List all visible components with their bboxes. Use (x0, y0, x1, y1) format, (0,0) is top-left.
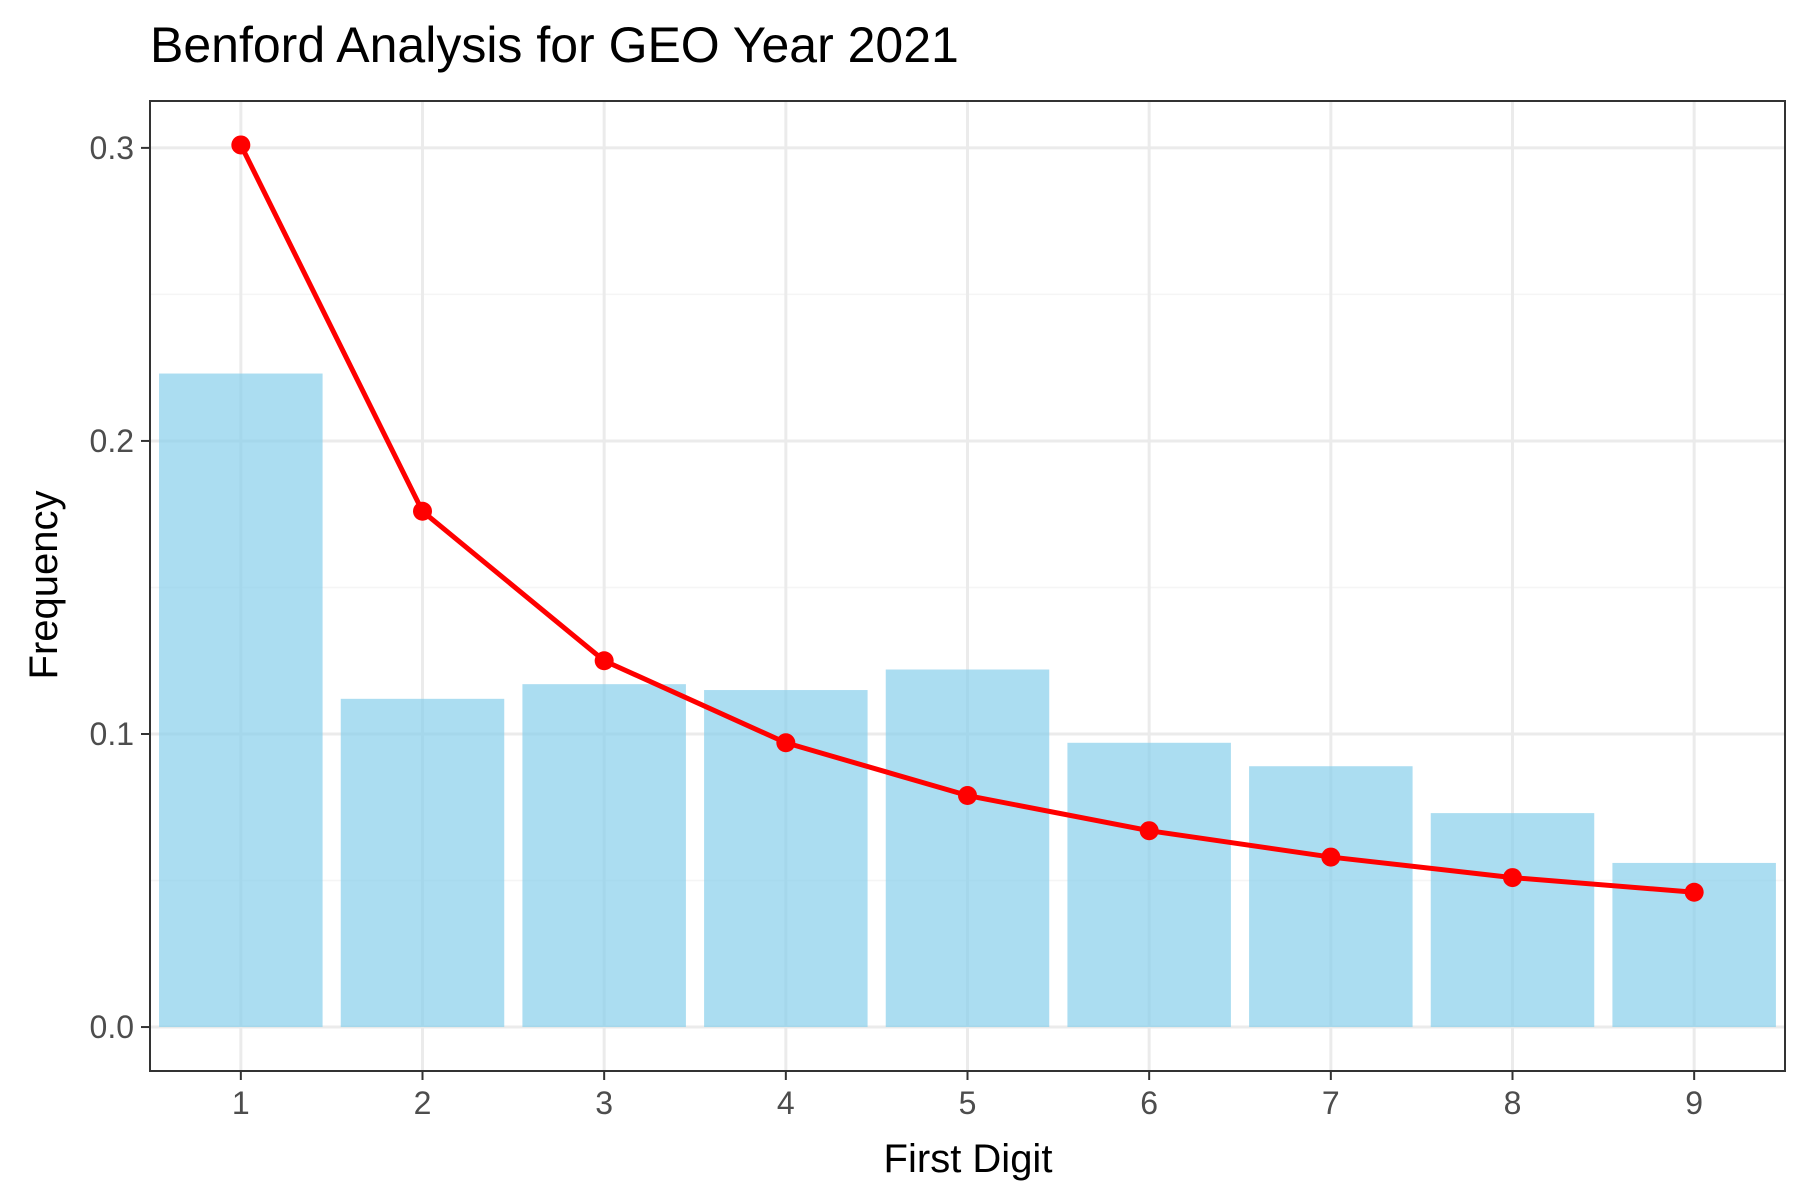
y-axis-title: Frequency (22, 491, 66, 680)
benford-point-8 (1503, 868, 1522, 888)
benford-point-6 (1139, 821, 1159, 841)
bar-digit-7 (1249, 766, 1413, 1028)
x-tick-label: 1 (232, 1085, 250, 1121)
x-tick-label: 9 (1685, 1085, 1703, 1121)
benford-point-9 (1684, 882, 1704, 902)
x-tick-label: 5 (959, 1085, 977, 1121)
bar-digit-5 (885, 669, 1050, 1028)
bar-digit-6 (1067, 742, 1231, 1028)
y-tick-label: 0.2 (90, 423, 134, 459)
x-tick-label: 7 (1322, 1085, 1340, 1121)
axes: 0.0 0.1 0.2 0.3 1 2 3 4 5 6 7 8 9 (90, 100, 1786, 1121)
benford-point-7 (1321, 847, 1341, 867)
x-tick-label: 6 (1140, 1085, 1158, 1121)
x-tick-label: 8 (1504, 1085, 1522, 1121)
bar-series (159, 373, 1776, 1028)
y-tick-label: 0.1 (90, 716, 134, 752)
benford-line-series (231, 135, 1704, 902)
benford-point-3 (594, 651, 614, 671)
benford-point-2 (413, 501, 432, 521)
x-tick-label: 4 (777, 1085, 795, 1121)
chart-title: Benford Analysis for GEO Year 2021 (150, 17, 959, 73)
x-axis-title: First Digit (884, 1137, 1053, 1181)
bar-digit-2 (340, 698, 505, 1028)
benford-point-5 (958, 786, 977, 806)
bar-digit-1 (159, 373, 323, 1028)
x-tick-label: 3 (595, 1085, 613, 1121)
benford-point-4 (776, 733, 796, 753)
bar-digit-8 (1430, 813, 1595, 1028)
bar-digit-3 (522, 684, 686, 1028)
benford-point-1 (231, 135, 251, 155)
x-tick-label: 2 (414, 1085, 432, 1121)
y-tick-label: 0.3 (90, 130, 134, 166)
y-tick-label: 0.0 (90, 1009, 134, 1045)
